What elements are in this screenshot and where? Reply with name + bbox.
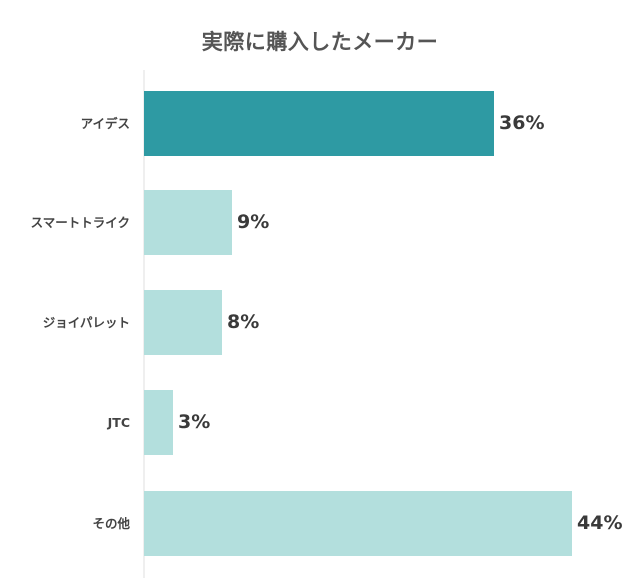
bar — [144, 390, 173, 455]
value-label: 3% — [178, 411, 211, 433]
value-label: 36% — [499, 112, 545, 134]
bar-row: ジョイパレット 8% — [0, 290, 640, 355]
bar-row: その他 44% — [0, 491, 640, 556]
bar — [144, 491, 572, 556]
bar — [144, 290, 222, 355]
category-label: スマートトライク — [30, 215, 130, 230]
category-label: JTC — [107, 415, 130, 430]
bar-row: アイデス 36% — [0, 91, 640, 156]
category-label: その他 — [92, 516, 130, 531]
category-label: ジョイパレット — [42, 315, 130, 330]
bar — [144, 190, 232, 255]
chart-title: 実際に購入したメーカー — [201, 30, 439, 54]
value-label: 8% — [227, 311, 260, 333]
bar-row: スマートトライク 9% — [0, 190, 640, 255]
value-label: 9% — [237, 211, 270, 233]
bar-row: JTC 3% — [0, 390, 640, 455]
bar — [144, 91, 494, 156]
category-label: アイデス — [80, 116, 130, 131]
value-label: 44% — [577, 512, 623, 534]
